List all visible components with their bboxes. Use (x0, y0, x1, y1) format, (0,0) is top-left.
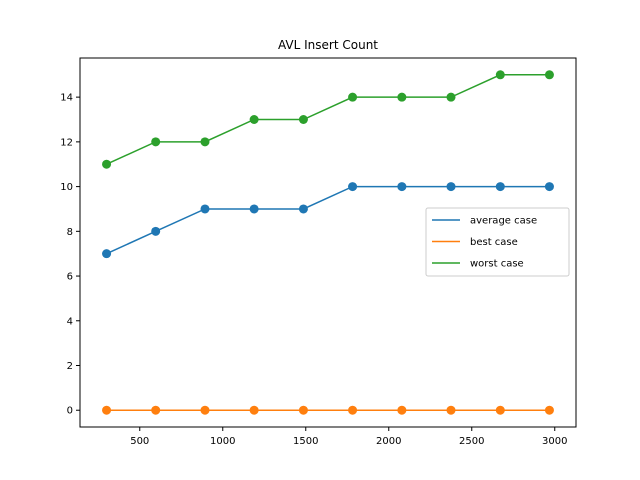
data-point-average-case (495, 182, 505, 192)
y-axis: 0 2 4 6 8 10 12 14 (60, 93, 80, 417)
legend-label-best-case: best case (470, 237, 518, 248)
y-tick-label: 2 (67, 361, 73, 372)
plot-frame (79, 57, 577, 428)
data-point-worst-case (102, 159, 112, 169)
data-point-best-case (348, 405, 358, 415)
data-point-worst-case (200, 137, 210, 147)
data-point-best-case (200, 405, 210, 415)
data-point-average-case (397, 182, 407, 192)
data-point-average-case (151, 226, 161, 236)
data-point-average-case (348, 182, 358, 192)
x-tick-label: 500 (130, 436, 149, 447)
data-point-best-case (495, 405, 505, 415)
data-point-worst-case (397, 92, 407, 102)
y-tick-label: 6 (67, 272, 73, 283)
y-tick-label: 10 (60, 182, 73, 193)
series-average-case (102, 182, 554, 259)
chart-title: AVL Insert Count (278, 38, 378, 52)
data-point-average-case (446, 182, 456, 192)
y-tick-label: 14 (60, 93, 73, 104)
legend-box (425, 207, 570, 277)
x-tick-label: 1500 (293, 436, 318, 447)
x-tick-label: 1000 (210, 436, 235, 447)
data-point-worst-case (249, 115, 259, 124)
data-point-best-case (446, 405, 456, 415)
data-point-worst-case (348, 92, 358, 102)
data-point-best-case (151, 405, 161, 415)
data-point-best-case (298, 405, 308, 415)
y-tick-label: 0 (67, 406, 73, 417)
data-point-worst-case (446, 92, 456, 102)
x-tick-label: 3000 (542, 436, 567, 447)
series-line-average-case (106, 185, 550, 255)
series-layer (102, 70, 554, 415)
y-tick-label: 8 (67, 227, 73, 238)
legend-label-average-case: average case (470, 216, 537, 227)
data-point-average-case (102, 249, 112, 259)
y-tick-label: 4 (67, 316, 73, 327)
series-line-worst-case (106, 74, 550, 165)
y-tick-label: 12 (60, 137, 73, 148)
legend-label-worst-case: worst case (470, 259, 524, 270)
data-point-best-case (544, 405, 554, 415)
x-tick-label: 2000 (376, 436, 401, 447)
data-point-worst-case (495, 70, 505, 80)
series-best-case (102, 405, 554, 415)
data-point-average-case (298, 204, 308, 214)
x-tick-label: 2500 (459, 436, 484, 447)
data-point-worst-case (151, 137, 161, 147)
data-point-average-case (200, 204, 210, 214)
legend: average case best case worst case (425, 207, 570, 277)
data-point-worst-case (544, 70, 554, 80)
series-worst-case (102, 70, 554, 169)
x-axis: 500 1000 1500 2000 2500 3000 (130, 427, 567, 447)
data-point-best-case (102, 405, 112, 415)
data-point-best-case (249, 405, 259, 415)
data-point-best-case (397, 405, 407, 415)
data-point-worst-case (298, 115, 308, 124)
data-point-average-case (249, 204, 259, 214)
data-point-average-case (544, 182, 554, 192)
